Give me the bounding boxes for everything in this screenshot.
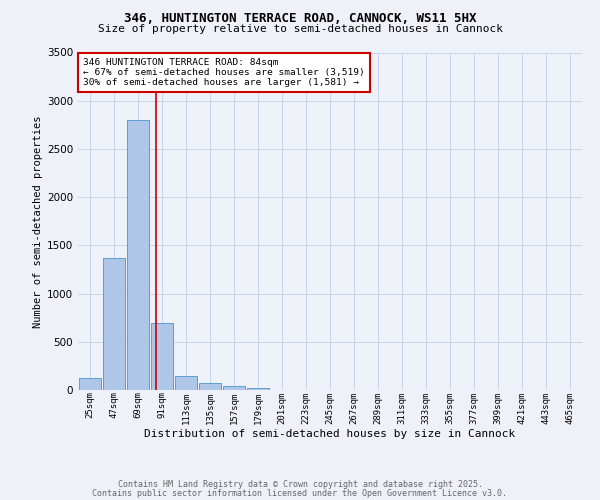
- Bar: [103, 258, 125, 390]
- Text: Contains public sector information licensed under the Open Government Licence v3: Contains public sector information licen…: [92, 488, 508, 498]
- Bar: [247, 388, 269, 390]
- Bar: [79, 378, 101, 390]
- X-axis label: Distribution of semi-detached houses by size in Cannock: Distribution of semi-detached houses by …: [145, 429, 515, 439]
- Bar: [223, 386, 245, 390]
- Text: 346, HUNTINGTON TERRACE ROAD, CANNOCK, WS11 5HX: 346, HUNTINGTON TERRACE ROAD, CANNOCK, W…: [124, 12, 476, 26]
- Text: Contains HM Land Registry data © Crown copyright and database right 2025.: Contains HM Land Registry data © Crown c…: [118, 480, 482, 489]
- Y-axis label: Number of semi-detached properties: Number of semi-detached properties: [33, 115, 43, 328]
- Bar: [151, 322, 173, 390]
- Bar: [127, 120, 149, 390]
- Bar: [175, 376, 197, 390]
- Text: Size of property relative to semi-detached houses in Cannock: Size of property relative to semi-detach…: [97, 24, 503, 34]
- Text: 346 HUNTINGTON TERRACE ROAD: 84sqm
← 67% of semi-detached houses are smaller (3,: 346 HUNTINGTON TERRACE ROAD: 84sqm ← 67%…: [83, 58, 365, 88]
- Bar: [199, 383, 221, 390]
